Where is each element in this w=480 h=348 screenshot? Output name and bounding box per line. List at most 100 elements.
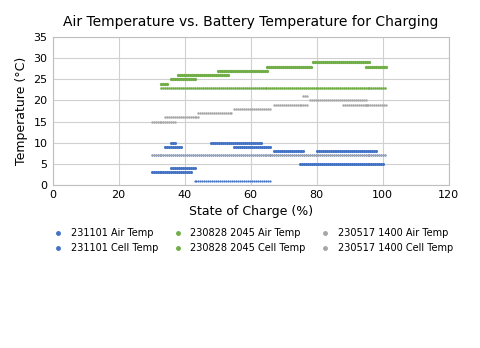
Point: [334, 161, 342, 167]
Point: [345, 148, 352, 154]
Point: [245, 85, 252, 90]
Point: [245, 140, 252, 145]
Point: [241, 152, 249, 158]
Point: [237, 140, 245, 145]
Point: [294, 85, 302, 90]
Point: [168, 119, 175, 124]
Point: [264, 68, 271, 74]
Point: [308, 152, 316, 158]
Point: [374, 64, 382, 70]
Point: [255, 152, 263, 158]
Point: [279, 64, 287, 70]
Point: [304, 85, 312, 90]
Point: [227, 152, 235, 158]
Point: [290, 152, 298, 158]
Point: [183, 152, 191, 158]
Point: [187, 152, 195, 158]
Point: [247, 152, 254, 158]
Point: [207, 152, 215, 158]
Point: [304, 152, 312, 158]
Point: [301, 102, 309, 108]
Point: [167, 114, 175, 120]
Point: [164, 152, 171, 158]
Point: [171, 152, 179, 158]
Point: [294, 152, 302, 158]
Point: [273, 64, 281, 70]
Point: [322, 60, 329, 65]
Point: [176, 72, 184, 78]
Point: [233, 85, 240, 90]
Point: [350, 152, 358, 158]
Point: [250, 144, 258, 150]
Point: [152, 152, 159, 158]
Point: [235, 152, 242, 158]
Point: [167, 144, 175, 150]
Point: [292, 85, 300, 90]
Point: [252, 106, 260, 112]
Point: [157, 152, 165, 158]
Point: [189, 165, 197, 171]
Point: [180, 77, 187, 82]
Point: [356, 152, 363, 158]
Point: [181, 152, 189, 158]
Point: [278, 152, 286, 158]
Point: [264, 144, 272, 150]
Point: [257, 85, 264, 90]
Point: [372, 152, 379, 158]
Point: [315, 60, 323, 65]
Point: [217, 152, 225, 158]
Point: [375, 152, 383, 158]
Point: [173, 165, 181, 171]
Point: [201, 152, 209, 158]
Point: [372, 152, 379, 158]
Point: [192, 152, 199, 158]
Point: [222, 178, 230, 183]
Point: [333, 60, 341, 65]
Point: [326, 85, 334, 90]
Point: [236, 106, 244, 112]
Point: [334, 152, 342, 158]
Point: [168, 152, 175, 158]
Point: [256, 178, 264, 183]
Point: [169, 85, 177, 90]
Point: [185, 114, 192, 120]
Point: [216, 110, 224, 116]
Point: [302, 85, 310, 90]
Point: [355, 60, 363, 65]
Point: [278, 85, 286, 90]
X-axis label: State of Charge (%): State of Charge (%): [189, 205, 312, 218]
Point: [181, 85, 189, 90]
Point: [282, 152, 290, 158]
Point: [324, 60, 331, 65]
Point: [254, 144, 262, 150]
Point: [284, 148, 291, 154]
Point: [191, 114, 198, 120]
Point: [255, 68, 263, 74]
Point: [358, 98, 365, 103]
Point: [298, 161, 306, 167]
Point: [318, 85, 326, 90]
Point: [150, 169, 157, 175]
Point: [264, 178, 272, 183]
Point: [373, 85, 381, 90]
Point: [358, 152, 365, 158]
Point: [325, 60, 333, 65]
Point: [373, 152, 381, 158]
Point: [197, 152, 205, 158]
Point: [336, 152, 344, 158]
Point: [292, 148, 300, 154]
Point: [310, 85, 318, 90]
Point: [284, 102, 291, 108]
Point: [229, 140, 237, 145]
Point: [171, 77, 179, 82]
Point: [221, 152, 229, 158]
Point: [352, 152, 360, 158]
Point: [202, 72, 210, 78]
Point: [192, 85, 199, 90]
Point: [176, 165, 183, 171]
Point: [211, 85, 219, 90]
Point: [199, 152, 207, 158]
Point: [232, 144, 240, 150]
Point: [259, 152, 266, 158]
Point: [179, 114, 186, 120]
